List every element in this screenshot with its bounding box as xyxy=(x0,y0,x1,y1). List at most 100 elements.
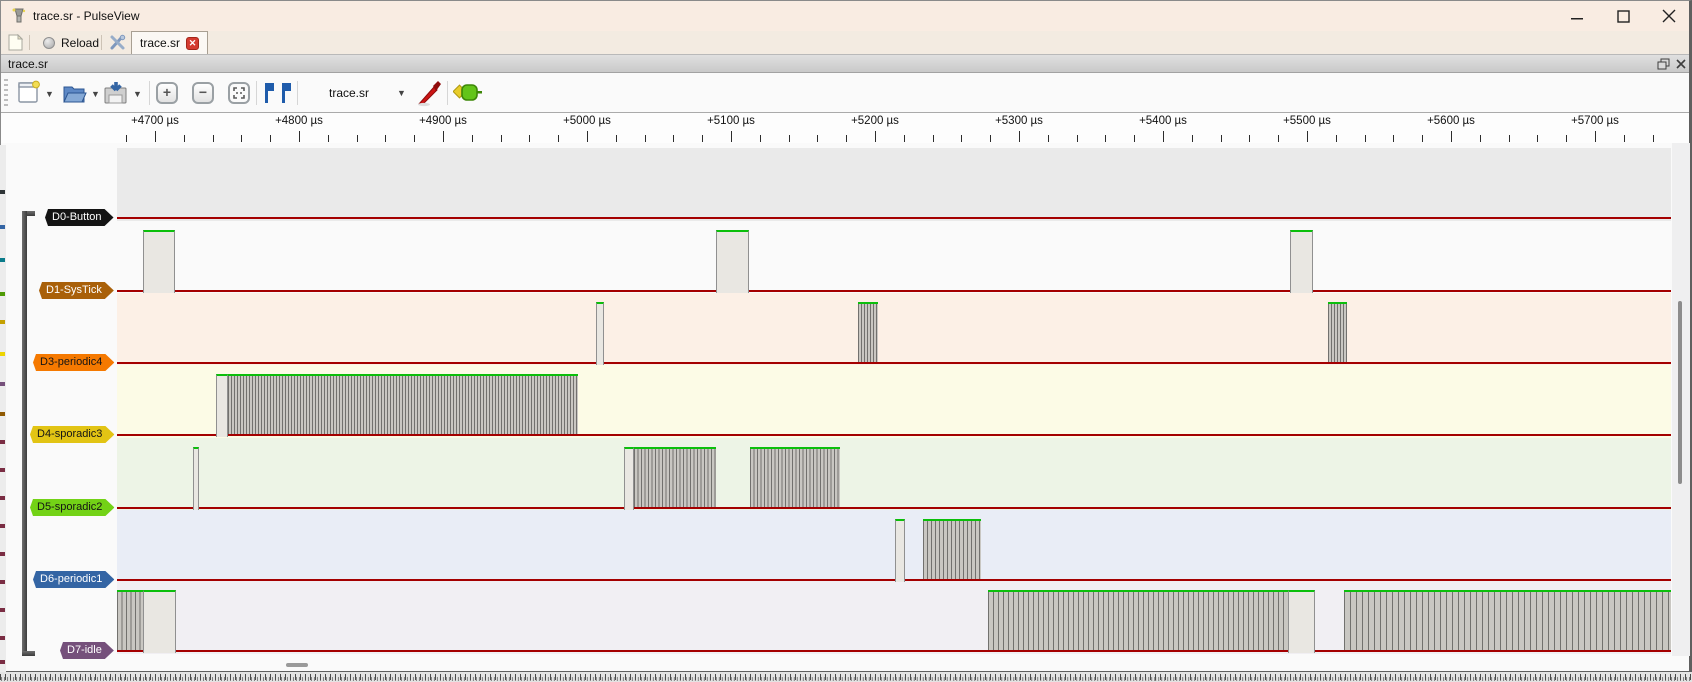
close-dock-icon[interactable] xyxy=(1675,58,1687,70)
new-session-dropdown-arrow[interactable]: ▼ xyxy=(45,89,54,99)
zoom-out-icon[interactable]: − xyxy=(192,82,214,104)
ruler-minor-tick xyxy=(1249,135,1251,142)
channel-group-bracket-bottom xyxy=(22,651,35,656)
close-button[interactable] xyxy=(1652,5,1686,27)
dock-header[interactable]: trace.sr xyxy=(1,54,1689,73)
ruler-label: +5100 µs xyxy=(707,115,755,127)
ruler-minor-tick xyxy=(788,135,790,142)
maximize-button[interactable] xyxy=(1606,5,1640,27)
ruler-label: +5200 µs xyxy=(851,115,899,127)
ruler-label: +4700 µs xyxy=(131,115,179,127)
ruler-major-tick xyxy=(299,131,300,142)
background-window-sliver-left xyxy=(0,145,6,682)
signal-pulse xyxy=(1290,230,1313,293)
channel-row-band xyxy=(117,148,1671,221)
ruler-minor-tick xyxy=(270,135,272,142)
zoom-fit-icon[interactable] xyxy=(228,82,250,104)
ruler-major-tick xyxy=(155,131,156,142)
ruler-minor-tick xyxy=(1537,135,1539,142)
channel-row-band xyxy=(117,221,1671,294)
decoder-wrench-icon[interactable] xyxy=(109,34,127,51)
ruler-minor-tick xyxy=(1278,135,1280,142)
dock-title: trace.sr xyxy=(8,57,49,71)
time-ruler[interactable]: +4700 µs +4800 µs +4900 µs +5000 µs +5100 µs… xyxy=(1,113,1689,143)
background-sliver-mark xyxy=(0,225,5,229)
minimize-button[interactable] xyxy=(1560,5,1594,27)
device-select[interactable]: trace.sr ▼ xyxy=(301,81,419,105)
channel-label-d1-systick[interactable]: D1-SysTick xyxy=(39,282,114,299)
background-sliver-mark xyxy=(0,258,5,262)
ruler-major-tick xyxy=(1595,131,1596,142)
ruler-minor-tick xyxy=(1076,135,1078,142)
background-sliver-mark xyxy=(0,496,5,500)
background-sliver-mark xyxy=(0,552,5,556)
main-toolbar: ▼ ▼ ▼ + − xyxy=(1,73,1689,113)
device-label: trace.sr xyxy=(328,86,369,100)
configure-channels-icon[interactable] xyxy=(415,79,443,107)
ruler-minor-tick xyxy=(817,135,819,142)
background-sliver-mark xyxy=(0,524,5,528)
ruler-minor-tick xyxy=(356,135,358,142)
ruler-minor-tick xyxy=(990,135,992,142)
signal-baseline xyxy=(117,507,1671,509)
signal-pulse xyxy=(895,519,905,582)
show-cursors-icon[interactable] xyxy=(263,81,293,105)
tab-close-icon[interactable]: ✕ xyxy=(186,36,200,50)
ruler-minor-tick xyxy=(1364,135,1366,142)
new-view-icon[interactable] xyxy=(8,34,23,51)
tab-trace-sr[interactable]: trace.sr ✕ xyxy=(131,31,209,54)
run-capture-icon[interactable] xyxy=(453,83,483,103)
ruler-major-tick xyxy=(1163,131,1164,142)
signal-pulse xyxy=(216,374,228,437)
reload-label: Reload xyxy=(61,35,100,50)
ruler-major-tick xyxy=(1307,131,1308,142)
reload-button[interactable]: Reload xyxy=(37,32,105,53)
ruler-minor-tick xyxy=(1508,135,1510,142)
save-file-dropdown-arrow[interactable]: ▼ xyxy=(133,89,142,99)
open-file-icon[interactable] xyxy=(61,80,87,106)
toolbar-drag-handle[interactable] xyxy=(4,79,8,107)
signal-pulse xyxy=(143,590,176,653)
ruler-minor-tick xyxy=(1047,135,1049,142)
vertical-scrollbar-thumb[interactable] xyxy=(1678,301,1682,484)
window-title: trace.sr - PulseView xyxy=(33,9,140,23)
signal-baseline xyxy=(117,650,1671,652)
signal-pulse xyxy=(193,447,199,510)
signal-burst xyxy=(117,590,143,650)
ruler-minor-tick xyxy=(126,135,128,142)
ruler-minor-tick xyxy=(385,135,387,142)
separator xyxy=(101,35,102,50)
trace-view[interactable]: D0-Button D1-SysTick D3-periodic4 D4-sporad… xyxy=(1,143,1689,671)
title-bar[interactable]: trace.sr - PulseView xyxy=(1,1,1689,31)
channel-label-d7-idle[interactable]: D7-idle xyxy=(60,642,114,659)
zoom-in-icon[interactable]: + xyxy=(156,82,178,104)
channel-label-d5-sporadic2[interactable]: D5-sporadic2 xyxy=(30,499,114,516)
ruler-minor-tick xyxy=(673,135,675,142)
float-dock-icon[interactable] xyxy=(1657,58,1670,70)
app-icon xyxy=(10,7,28,25)
channel-label-d6-periodic1[interactable]: D6-periodic1 xyxy=(33,571,114,588)
ruler-minor-tick xyxy=(414,135,416,142)
channel-group-bracket[interactable] xyxy=(22,211,27,656)
new-session-icon[interactable] xyxy=(17,80,41,106)
separator xyxy=(256,81,257,105)
ruler-label: +5000 µs xyxy=(563,115,611,127)
ruler-minor-tick xyxy=(1191,135,1193,142)
signal-burst xyxy=(1344,590,1671,650)
channel-label-d3-periodic4[interactable]: D3-periodic4 xyxy=(33,354,114,371)
channel-label-d4-sporadic3[interactable]: D4-sporadic3 xyxy=(30,426,114,443)
channel-label-d0-button[interactable]: D0-Button xyxy=(45,209,114,226)
horizontal-scrollbar-thumb[interactable] xyxy=(286,663,308,667)
background-sliver-mark xyxy=(0,440,5,444)
signal-baseline xyxy=(117,434,1671,436)
signal-burst xyxy=(923,519,981,579)
ruler-minor-tick xyxy=(1105,135,1107,142)
ruler-label: +4900 µs xyxy=(419,115,467,127)
ruler-minor-tick xyxy=(1422,135,1424,142)
open-file-dropdown-arrow[interactable]: ▼ xyxy=(91,89,100,99)
save-file-icon[interactable] xyxy=(103,80,130,106)
ruler-minor-tick xyxy=(212,135,214,142)
vertical-scrollbar[interactable] xyxy=(1672,143,1690,656)
